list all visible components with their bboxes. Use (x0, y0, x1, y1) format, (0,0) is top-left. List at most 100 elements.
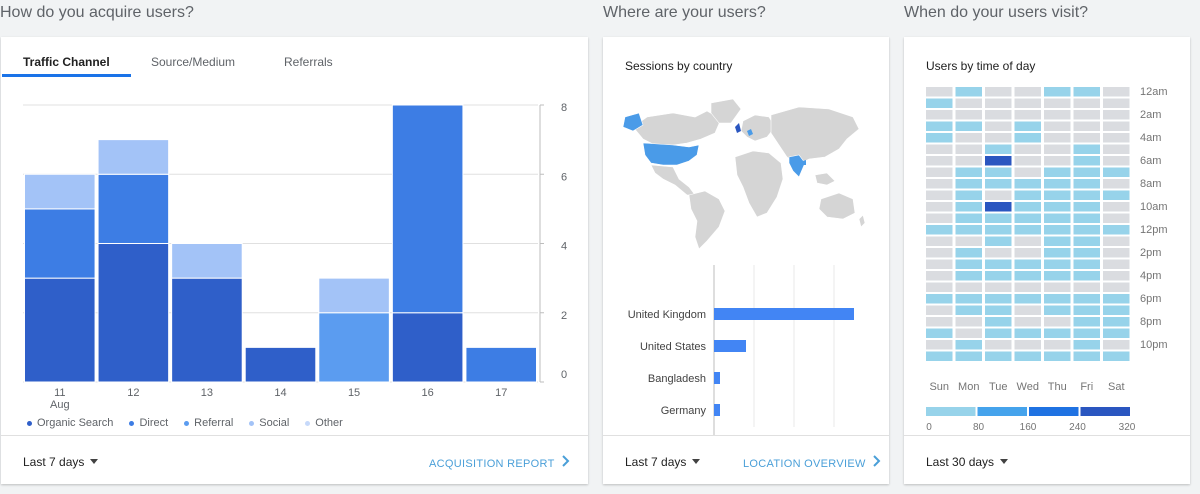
heatmap-cell[interactable] (955, 351, 983, 362)
heatmap-cell[interactable] (955, 225, 983, 235)
heatmap-cell[interactable] (1044, 259, 1071, 270)
heatmap-cell[interactable] (1014, 213, 1042, 224)
heatmap-cell[interactable] (1073, 98, 1101, 109)
heatmap-cell[interactable] (1073, 317, 1101, 327)
bar-segment[interactable] (97, 139, 170, 175)
heatmap-cell[interactable] (1014, 294, 1042, 304)
chevron-right-icon[interactable] (870, 454, 884, 468)
heatmap-cell[interactable] (1044, 236, 1071, 247)
heatmap-cell[interactable] (1014, 248, 1042, 258)
heatmap-cell[interactable] (1014, 98, 1042, 109)
heatmap-cell[interactable] (985, 156, 1012, 166)
heatmap-cell[interactable] (955, 87, 983, 97)
heatmap-cell[interactable] (1103, 144, 1130, 155)
heatmap-cell[interactable] (1014, 202, 1042, 212)
heatmap-cell[interactable] (1044, 121, 1071, 132)
heatmap-cell[interactable] (1014, 259, 1042, 270)
heatmap-cell[interactable] (985, 271, 1012, 281)
bar-segment[interactable] (97, 173, 170, 244)
heatmap-cell[interactable] (1014, 133, 1042, 143)
heatmap-cell[interactable] (926, 156, 953, 166)
heatmap-cell[interactable] (1103, 167, 1130, 178)
heatmap-cell[interactable] (926, 98, 953, 109)
heatmap-cell[interactable] (1014, 351, 1042, 362)
date-range-dropdown[interactable]: Last 7 days (625, 455, 701, 469)
heatmap-cell[interactable] (1014, 236, 1042, 247)
tab-referrals[interactable]: Referrals (284, 55, 333, 69)
heatmap-cell[interactable] (985, 317, 1012, 327)
heatmap-cell[interactable] (1103, 317, 1130, 327)
heatmap-cell[interactable] (1103, 282, 1130, 293)
heatmap-cell[interactable] (1014, 179, 1042, 189)
location-overview-link[interactable]: LOCATION OVERVIEW (743, 458, 866, 470)
heatmap-cell[interactable] (1073, 110, 1101, 120)
heatmap-cell[interactable] (1044, 133, 1071, 143)
bar-segment[interactable] (244, 346, 317, 383)
heatmap-cell[interactable] (1073, 190, 1101, 201)
heatmap-cell[interactable] (1044, 225, 1071, 235)
heatmap-cell[interactable] (1103, 248, 1130, 258)
bar-segment[interactable] (318, 277, 390, 314)
heatmap-cell[interactable] (985, 167, 1012, 178)
heatmap-cell[interactable] (1103, 202, 1130, 212)
heatmap-cell[interactable] (1073, 328, 1101, 339)
heatmap-cell[interactable] (985, 144, 1012, 155)
heatmap-cell[interactable] (1014, 110, 1042, 120)
heatmap-cell[interactable] (1103, 98, 1130, 109)
heatmap-cell[interactable] (1044, 87, 1071, 97)
heatmap-cell[interactable] (955, 236, 983, 247)
heatmap-cell[interactable] (1103, 213, 1130, 224)
heatmap-cell[interactable] (1044, 190, 1071, 201)
heatmap-cell[interactable] (1044, 202, 1071, 212)
heatmap-cell[interactable] (926, 305, 953, 316)
heatmap-cell[interactable] (1073, 351, 1101, 362)
heatmap-cell[interactable] (955, 328, 983, 339)
heatmap-cell[interactable] (955, 156, 983, 166)
bar-segment[interactable] (171, 277, 243, 383)
heatmap-cell[interactable] (926, 144, 953, 155)
heatmap-cell[interactable] (1044, 144, 1071, 155)
heatmap-cell[interactable] (1044, 282, 1071, 293)
heatmap-cell[interactable] (985, 305, 1012, 316)
heatmap-cell[interactable] (1103, 340, 1130, 350)
heatmap-cell[interactable] (955, 190, 983, 201)
heatmap-cell[interactable] (955, 294, 983, 304)
heatmap-cell[interactable] (955, 259, 983, 270)
heatmap-cell[interactable] (1014, 282, 1042, 293)
tab-source-medium[interactable]: Source/Medium (151, 55, 236, 69)
bar-segment[interactable] (24, 277, 96, 383)
heatmap-cell[interactable] (955, 121, 983, 132)
heatmap-cell[interactable] (1014, 305, 1042, 316)
heatmap-cell[interactable] (1014, 121, 1042, 132)
heatmap-cell[interactable] (1044, 328, 1071, 339)
bar-segment[interactable] (391, 104, 464, 314)
heatmap-cell[interactable] (955, 133, 983, 143)
heatmap-cell[interactable] (1103, 87, 1130, 97)
heatmap-cell[interactable] (1103, 294, 1130, 304)
heatmap-cell[interactable] (1073, 294, 1101, 304)
heatmap-cell[interactable] (1014, 167, 1042, 178)
heatmap-cell[interactable] (926, 236, 953, 247)
heatmap-cell[interactable] (1073, 236, 1101, 247)
heatmap-cell[interactable] (1073, 87, 1101, 97)
heatmap-cell[interactable] (1044, 98, 1071, 109)
heatmap-cell[interactable] (985, 133, 1012, 143)
date-range-dropdown[interactable]: Last 7 days (23, 455, 99, 469)
heatmap-cell[interactable] (985, 282, 1012, 293)
heatmap-cell[interactable] (1103, 328, 1130, 339)
country-bar[interactable] (714, 308, 854, 320)
heatmap-cell[interactable] (955, 110, 983, 120)
heatmap-cell[interactable] (926, 179, 953, 189)
heatmap-cell[interactable] (1044, 340, 1071, 350)
heatmap-cell[interactable] (1103, 225, 1130, 235)
heatmap-cell[interactable] (926, 328, 953, 339)
world-map[interactable] (603, 87, 889, 257)
heatmap-cell[interactable] (955, 167, 983, 178)
heatmap-cell[interactable] (1044, 179, 1071, 189)
heatmap-cell[interactable] (926, 87, 953, 97)
heatmap-cell[interactable] (955, 305, 983, 316)
heatmap-cell[interactable] (985, 121, 1012, 132)
heatmap-cell[interactable] (955, 144, 983, 155)
heatmap-cell[interactable] (1044, 167, 1071, 178)
heatmap-cell[interactable] (1014, 271, 1042, 281)
